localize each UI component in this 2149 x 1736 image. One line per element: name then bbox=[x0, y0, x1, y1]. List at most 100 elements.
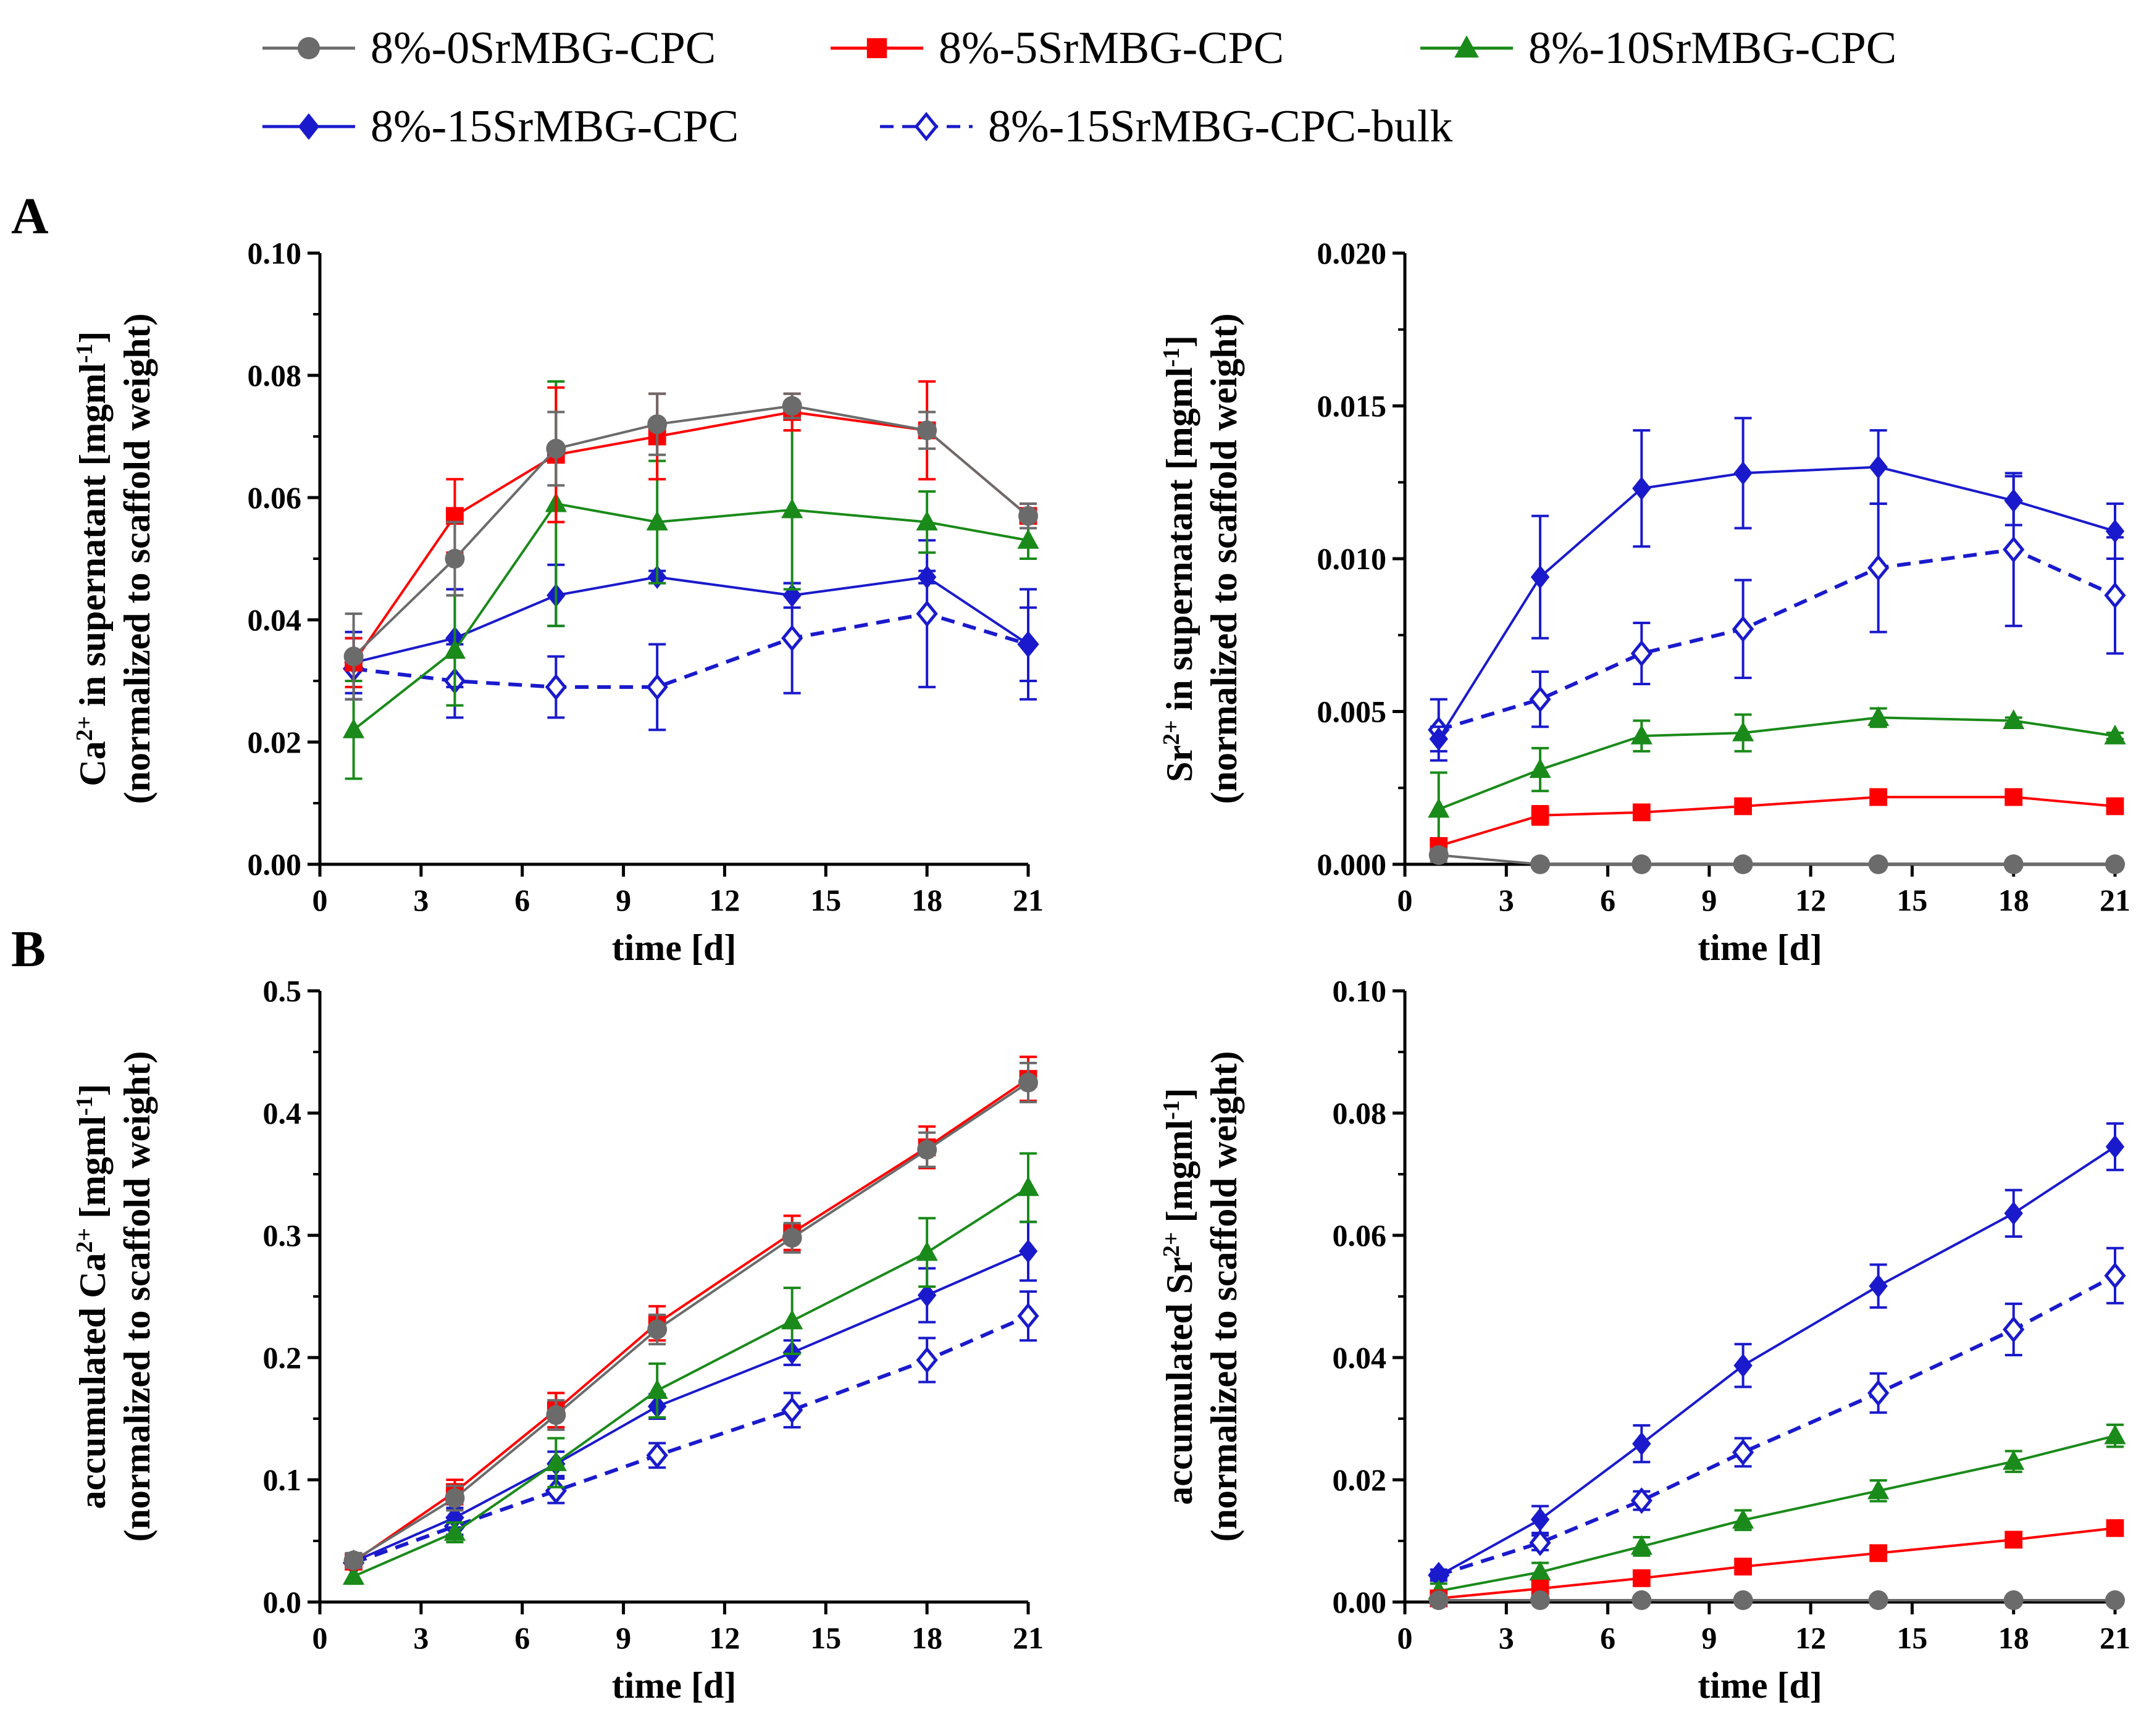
y-tick-label: 0.015 bbox=[1317, 389, 1387, 424]
legend-marker bbox=[1454, 35, 1479, 58]
x-tick-label: 6 bbox=[514, 883, 530, 917]
y-axis-subtitle: (normalized to scaffold weight) bbox=[117, 314, 157, 804]
data-point bbox=[646, 1442, 668, 1469]
data-point bbox=[1018, 1239, 1038, 1263]
x-tick-label: 12 bbox=[709, 1621, 740, 1655]
series bbox=[342, 1290, 1039, 1577]
y-tick-label: 0.02 bbox=[248, 725, 302, 759]
data-point bbox=[2004, 1201, 2023, 1225]
chart-accumulated-ca: 0.0 0.1 0.2 0.3 0.4 0.5 0 3 6 9 12 15 18 21 time [d] ac… bbox=[72, 974, 1044, 1706]
data-point bbox=[1732, 616, 1754, 643]
x-tick-label: 9 bbox=[1701, 1621, 1717, 1655]
x-axis-title: time [d] bbox=[612, 927, 737, 968]
y-tick-label: 0.4 bbox=[263, 1096, 302, 1130]
data-point bbox=[1869, 1274, 1888, 1298]
x-tick-label: 0 bbox=[312, 883, 328, 917]
legend-item: 8%-5SrMBG-CPC bbox=[831, 23, 1284, 73]
data-point bbox=[545, 674, 567, 701]
legend-marker bbox=[298, 113, 320, 140]
y-tick-label: 0.3 bbox=[263, 1218, 302, 1253]
data-point bbox=[343, 646, 364, 667]
data-point bbox=[2104, 582, 2126, 609]
data-point bbox=[1733, 1590, 1753, 1611]
x-tick-label: 15 bbox=[810, 1621, 841, 1655]
data-point bbox=[2003, 854, 2024, 874]
data-point bbox=[1531, 806, 1549, 825]
data-point bbox=[916, 1241, 938, 1261]
data-point bbox=[917, 1140, 937, 1160]
x-tick-label: 3 bbox=[1499, 883, 1514, 917]
legend-item: 8%-0SrMBG-CPC bbox=[262, 23, 716, 73]
data-point bbox=[1867, 1379, 1890, 1406]
data-point bbox=[2004, 488, 2023, 513]
data-point bbox=[1632, 1569, 1651, 1587]
data-point bbox=[1734, 1558, 1753, 1575]
data-point bbox=[1733, 461, 1753, 485]
y-tick-label: 0.10 bbox=[1333, 974, 1387, 1008]
data-point bbox=[546, 1405, 566, 1425]
legend: 8%-0SrMBG-CPC 8%-5SrMBG-CPC 8%-10SrMBG-CPC… bbox=[262, 23, 1896, 152]
data-point bbox=[1018, 506, 1038, 526]
x-tick-label: 15 bbox=[810, 883, 841, 917]
y-tick-label: 0.00 bbox=[1333, 1585, 1387, 1619]
data-point bbox=[2003, 536, 2025, 563]
legend-label: 8%-0SrMBG-CPC bbox=[371, 23, 716, 73]
data-point bbox=[1867, 706, 1890, 726]
data-point bbox=[647, 1319, 668, 1340]
legend-label: 8%-15SrMBG-CPC bbox=[371, 101, 739, 152]
data-point bbox=[1429, 1564, 1448, 1588]
chart-ca-supernatant: 0.00 0.02 0.04 0.06 0.08 0.10 0 3 6 9 12 15 18 21 time… bbox=[72, 236, 1044, 968]
data-point bbox=[1869, 1544, 1888, 1563]
data-point bbox=[916, 1346, 938, 1374]
data-point bbox=[1529, 686, 1551, 713]
data-point bbox=[1867, 1479, 1890, 1500]
data-point bbox=[343, 1550, 364, 1571]
x-tick-label: 3 bbox=[413, 883, 429, 917]
series bbox=[1429, 1122, 2125, 1588]
series bbox=[343, 392, 1038, 701]
chart-sr-supernatant: 0.000 0.005 0.010 0.015 0.020 0 3 6 9 12 15 18 21 tim… bbox=[1158, 236, 2130, 968]
data-point bbox=[1733, 1353, 1753, 1378]
data-point bbox=[781, 498, 803, 519]
y-tick-label: 0.1 bbox=[263, 1463, 302, 1497]
y-tick-label: 0.04 bbox=[248, 603, 302, 637]
x-tick-label: 3 bbox=[1499, 1621, 1514, 1655]
data-point bbox=[1530, 565, 1550, 589]
data-point bbox=[2105, 519, 2125, 543]
data-point bbox=[2105, 854, 2125, 874]
series bbox=[1430, 788, 2124, 855]
x-tick-label: 21 bbox=[2100, 1621, 2130, 1655]
data-point bbox=[1529, 1561, 1551, 1581]
data-point bbox=[2106, 797, 2124, 816]
x-tick-label: 15 bbox=[1896, 883, 1927, 917]
y-axis-subtitle: (normalized to scaffold weight) bbox=[1204, 314, 1244, 804]
data-point bbox=[1018, 1072, 1038, 1093]
legend-label: 8%-10SrMBG-CPC bbox=[1528, 23, 1896, 73]
data-point bbox=[2003, 709, 2025, 729]
data-point bbox=[1733, 854, 1753, 874]
legend-label: 8%-15SrMBG-CPC-bulk bbox=[988, 101, 1452, 152]
data-point bbox=[2004, 788, 2023, 806]
series bbox=[1428, 1590, 2125, 1611]
data-point bbox=[2104, 1262, 2126, 1289]
y-tick-label: 0.2 bbox=[263, 1340, 302, 1375]
legend-marker bbox=[298, 37, 320, 59]
y-tick-label: 0.005 bbox=[1317, 695, 1387, 729]
data-point bbox=[646, 674, 668, 701]
y-axis-subtitle: (normalized to scaffold weight) bbox=[117, 1051, 157, 1542]
y-tick-label: 0.010 bbox=[1317, 541, 1387, 576]
y-tick-label: 0.000 bbox=[1317, 847, 1387, 882]
data-point bbox=[781, 1396, 803, 1424]
data-point bbox=[917, 565, 937, 589]
data-point bbox=[1529, 1529, 1551, 1556]
y-tick-label: 0.10 bbox=[248, 236, 302, 270]
x-tick-label: 9 bbox=[1701, 883, 1717, 917]
x-tick-label: 18 bbox=[1998, 883, 2029, 917]
data-point bbox=[2003, 1316, 2025, 1343]
data-point bbox=[1867, 554, 1890, 582]
series bbox=[343, 380, 1039, 780]
data-point bbox=[1630, 724, 1653, 745]
x-axis-title: time [d] bbox=[1698, 1665, 1822, 1706]
data-point bbox=[545, 1451, 567, 1471]
